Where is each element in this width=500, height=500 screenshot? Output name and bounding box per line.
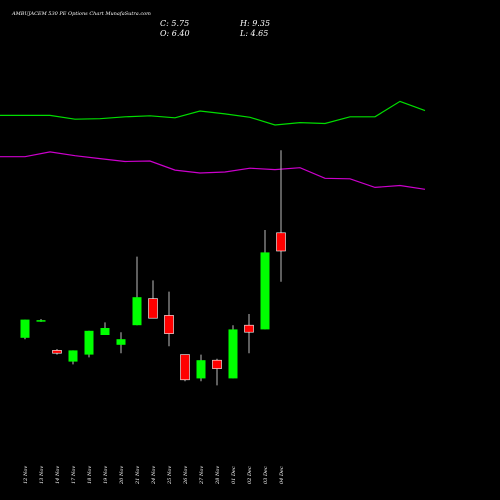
x-tick-label: 24 Nov [151,466,157,485]
candle-body [100,328,110,335]
candle-04-dec [276,150,286,282]
x-tick-label: 02 Dec [247,466,253,484]
candle-body [244,324,254,333]
candles [20,150,286,386]
candle-body [196,360,206,379]
candle-02-dec [244,314,254,354]
x-tick-label: 26 Nov [183,466,189,485]
x-tick-label: 03 Dec [263,466,269,484]
candle-17-nov [68,350,78,365]
candle-body [68,350,78,362]
chart-title: AMBUJACEM 530 PE Options Chart MunafaSut… [11,11,151,17]
x-tick-label: 28 Nov [215,466,221,485]
candle-body [116,339,126,345]
candle-body [228,329,238,379]
candle-body [148,298,158,319]
candle-20-nov [116,332,126,354]
candle-03-dec [260,230,270,330]
x-tick-label: 27 Nov [199,466,205,485]
candle-25-nov [164,291,174,347]
low-value: L: 4.65 [239,29,268,38]
x-tick-label: 17 Nov [71,466,77,484]
candle-19-nov [100,322,110,335]
candle-body [180,354,190,381]
candle-27-nov [196,354,206,382]
upper-indicator-line [0,100,426,126]
candle-13-nov [36,319,46,322]
candle-18-nov [84,330,94,358]
x-tick-label: 13 Nov [39,466,45,484]
close-value: C: 5.75 [160,19,189,28]
candle-26-nov [180,354,190,382]
x-tick-label: 14 Nov [55,466,61,484]
candle-body [276,232,286,252]
candle-body [164,315,174,334]
candle-body [132,297,142,326]
x-tick-label: 04 Dec [279,466,285,484]
candle-01-dec [228,325,238,379]
x-tick-label: 19 Nov [103,466,109,484]
x-tick-label: 25 Nov [167,466,173,485]
candle-body [260,252,270,330]
candle-21-nov [132,256,142,326]
open-value: O: 6.40 [160,29,190,38]
candle-body [84,330,94,355]
candle-28-nov [212,358,222,386]
x-tick-label: 18 Nov [87,466,93,484]
candle-body [52,350,62,354]
candle-12-nov [20,319,30,340]
candle-body [212,359,222,369]
indicator-lines [0,100,426,190]
candle-body [36,320,46,322]
x-tick-label: 21 Nov [135,466,141,485]
candle-24-nov [148,280,158,319]
lower-indicator-line [0,151,426,190]
x-tick-label: 01 Dec [231,466,237,484]
x-tick-label: 20 Nov [119,466,125,485]
candle-14-nov [52,349,62,355]
candle-body [20,319,30,338]
x-tick-label: 12 Nov [23,466,29,484]
high-value: H: 9.35 [239,19,270,28]
x-axis-ticks: 12 Nov 13 Nov 14 Nov 17 Nov 18 Nov 19 Nov 20 N… [23,466,285,485]
